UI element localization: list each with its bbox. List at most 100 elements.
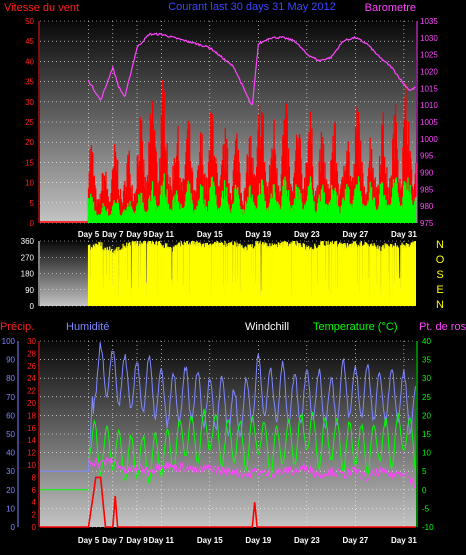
direction-axis-ticks: 0 90 180 270 360 [21,237,40,311]
series-dewpoint [88,456,416,489]
precip-tick-label: 24 [27,374,36,383]
humidity-axis-ticks: 0 10 20 30 40 50 60 70 80 90 100 [2,337,19,532]
humidity-tick-label: 30 [6,467,15,476]
precip-tick-label: 2 [32,511,37,520]
humidity-tick-label: 60 [6,411,15,420]
compass-letter: E [436,284,443,296]
barometer-tick-label: 1010 [420,101,438,110]
humidity-tick-label: 90 [6,356,15,365]
wind-speed-tick-label: 50 [25,17,34,26]
barometer-tick-label: 985 [420,185,434,194]
x-axis-labels: Day 5 Day 7 Day 9 Day 11 Day 15 Day 19 Day 23 D… [78,230,417,239]
wind-speed-tick-label: 0 [30,219,35,228]
dewpoint-axis-title: Pt. de rosée [419,321,466,333]
barometer-tick-label: 975 [420,219,434,228]
x-tick-label: Day 9 [126,230,148,239]
precip-tick-label: 28 [27,349,36,358]
humidity-tick-label: 80 [6,374,15,383]
humidity-tick-label: 10 [6,504,15,513]
precip-tick-label: 8 [32,473,37,482]
x-tick-label: Day 23 [294,230,320,239]
wind-speed-tick-label: 45 [25,37,34,46]
temperature-axis-title: Temperature (°C) [313,321,397,333]
temperature-tick-label: 5 [422,467,427,476]
precip-line [40,476,416,528]
series-temperature [40,408,416,491]
temperature-tick-label: 10 [422,449,431,458]
x-tick-label: Day 15 [197,230,223,239]
series-barometer [87,32,416,106]
precip-tick-label: 12 [27,449,36,458]
precip-tick-label: 26 [27,362,36,371]
temperature-humidity-panel: Précip. Humidité Windchill Temperature (… [0,321,466,545]
temperature-tick-label: 35 [422,356,431,365]
wind-speed-tick-label: 30 [25,98,34,107]
precip-tick-label: 18 [27,411,36,420]
wind-speed-tick-label: 40 [25,57,34,66]
precip-tick-label: 30 [27,337,36,346]
precip-tick-label: 22 [27,387,36,396]
direction-tick-label: 0 [30,302,35,311]
barometer-tick-label: 1025 [420,51,438,60]
compass-letter: N [436,239,444,251]
x-tick-label: Day 19 [245,230,271,239]
precip-tick-label: 10 [27,461,36,470]
humidity-tick-label: 70 [6,393,15,402]
humidity-tick-label: 50 [6,430,15,439]
series-wind-average [87,173,417,223]
x-tick-label: Day 15 [197,536,223,545]
compass-letter: S [436,269,443,281]
direction-tick-label: 180 [21,270,35,279]
barometer-tick-label: 1030 [420,34,438,43]
precip-tick-label: 0 [32,523,37,532]
barometer-tick-label: 1000 [420,135,438,144]
x-tick-label: Day 11 [149,230,175,239]
direction-tick-label: 270 [21,253,35,262]
humidity-tick-label: 40 [6,449,15,458]
barometer-tick-label: 980 [420,202,434,211]
x-tick-label: Day 11 [149,536,175,545]
compass-letter: N [436,299,444,311]
series-direction [87,241,416,306]
x-tick-label: Day 23 [294,536,320,545]
wind-speed-tick-label: 5 [30,199,35,208]
precip-tick-label: 16 [27,424,36,433]
x-tick-label: Day 5 [78,230,100,239]
wind-speed-tick-label: 20 [25,138,34,147]
temperature-tick-label: -5 [422,504,430,513]
barometer-tick-label: 1020 [420,68,438,77]
temperature-tick-label: 0 [422,486,427,495]
temperature-tick-label: 30 [422,374,431,383]
barometer-tick-label: 1005 [420,118,438,127]
wind-speed-tick-label: 15 [25,158,34,167]
barometer-axis-title: Barometre [365,2,416,14]
humidity-tick-label: 0 [11,523,16,532]
wind-speed-axis-title: Vitesse du vent [4,2,79,14]
x-axis-labels: Day 5 Day 7 Day 9 Day 11 Day 15 Day 19 Day 23 D… [78,536,417,545]
x-tick-label: Day 31 [391,536,417,545]
barometer-tick-label: 1015 [420,84,438,93]
precip-axis-title: Précip. [0,321,34,333]
barometer-axis-ticks: 975 980 985 990 995 1000 1005 1010 1015 1020 1025 1… [416,17,438,228]
precip-tick-label: 6 [32,486,37,495]
direction-tick-label: 90 [25,286,34,295]
humidity-axis-title: Humidité [66,321,109,333]
temperature-axis-ticks: -10 -5 0 5 10 15 20 25 30 35 40 [416,337,434,532]
temperature-tick-label: 25 [422,393,431,402]
x-tick-label: Day 7 [102,536,124,545]
barometer-line [87,32,416,106]
precip-tick-label: 4 [32,498,37,507]
x-tick-label: Day 19 [245,536,271,545]
temperature-tick-label: 20 [422,411,431,420]
temperature-tick-label: 15 [422,430,431,439]
barometer-tick-label: 990 [420,169,434,178]
x-tick-label: Day 27 [342,230,368,239]
temperature-tick-label: 40 [422,337,431,346]
humidity-tick-label: 100 [2,337,16,346]
windchill-label: Windchill [245,321,289,333]
series-precip [40,476,416,528]
x-tick-label: Day 5 [78,536,100,545]
